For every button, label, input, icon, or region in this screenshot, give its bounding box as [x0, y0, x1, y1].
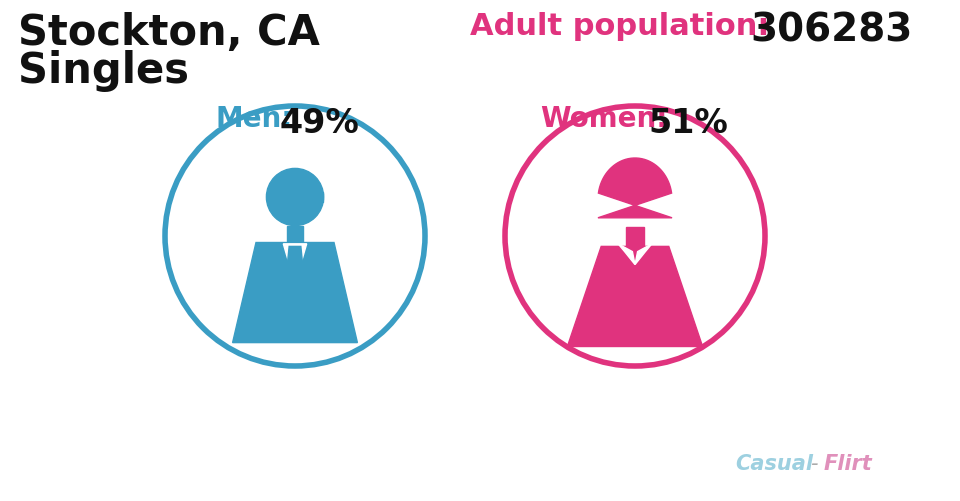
Text: 306283: 306283: [750, 12, 912, 50]
Text: Casual: Casual: [735, 453, 813, 473]
Text: Stockton, CA: Stockton, CA: [18, 12, 320, 54]
Polygon shape: [598, 159, 672, 218]
Circle shape: [267, 169, 324, 226]
Text: -: -: [810, 453, 818, 473]
Text: Men:: Men:: [215, 105, 293, 133]
Text: 51%: 51%: [648, 107, 728, 140]
FancyBboxPatch shape: [287, 226, 302, 243]
Text: Flirt: Flirt: [824, 453, 873, 473]
Polygon shape: [618, 244, 635, 265]
Text: Singles: Singles: [18, 50, 189, 92]
Text: Women:: Women:: [540, 105, 667, 133]
Polygon shape: [283, 244, 306, 274]
Text: Adult population:: Adult population:: [470, 12, 780, 41]
FancyBboxPatch shape: [267, 192, 274, 202]
Text: 49%: 49%: [280, 107, 360, 140]
Polygon shape: [635, 244, 652, 265]
FancyBboxPatch shape: [626, 227, 644, 247]
FancyBboxPatch shape: [317, 192, 323, 202]
Polygon shape: [286, 247, 303, 307]
Polygon shape: [232, 243, 357, 343]
Polygon shape: [567, 247, 703, 347]
